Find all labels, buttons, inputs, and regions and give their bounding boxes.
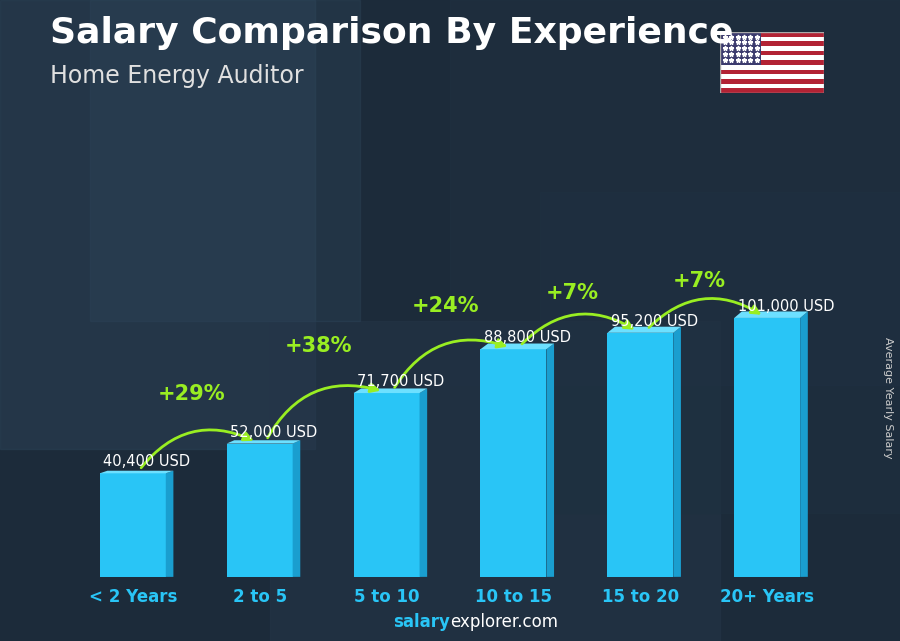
Text: 101,000 USD: 101,000 USD <box>737 299 834 314</box>
Bar <box>720 65 824 69</box>
Text: Average Yearly Salary: Average Yearly Salary <box>883 337 894 458</box>
Bar <box>720 42 824 46</box>
FancyArrowPatch shape <box>141 430 251 468</box>
FancyArrowPatch shape <box>522 314 632 344</box>
Polygon shape <box>354 388 427 393</box>
Polygon shape <box>292 440 301 577</box>
Text: 71,700 USD: 71,700 USD <box>357 374 444 389</box>
Polygon shape <box>419 388 428 577</box>
Text: Home Energy Auditor: Home Energy Auditor <box>50 64 303 88</box>
Bar <box>0 0 315 449</box>
Bar <box>100 473 166 577</box>
Bar <box>720 32 824 37</box>
Polygon shape <box>734 312 808 318</box>
Text: +38%: +38% <box>284 337 352 356</box>
Bar <box>270 320 720 641</box>
Polygon shape <box>100 470 174 473</box>
Polygon shape <box>800 312 808 577</box>
Text: +24%: +24% <box>411 296 479 316</box>
Bar <box>90 0 360 320</box>
Bar <box>720 79 824 83</box>
Bar <box>720 88 824 93</box>
Bar <box>720 60 824 65</box>
Polygon shape <box>608 327 681 333</box>
Bar <box>354 393 419 577</box>
Text: +7%: +7% <box>545 283 598 303</box>
Bar <box>227 444 292 577</box>
Bar <box>720 37 824 42</box>
FancyArrowPatch shape <box>649 299 759 328</box>
Bar <box>720 69 824 74</box>
Text: +7%: +7% <box>672 271 725 291</box>
Text: 52,000 USD: 52,000 USD <box>230 424 317 440</box>
Bar <box>720 32 761 65</box>
Text: 88,800 USD: 88,800 USD <box>484 330 571 345</box>
FancyArrowPatch shape <box>267 384 378 438</box>
Text: Salary Comparison By Experience: Salary Comparison By Experience <box>50 16 733 50</box>
Bar <box>720 83 824 88</box>
Text: +29%: +29% <box>158 383 225 404</box>
Text: explorer.com: explorer.com <box>450 613 558 631</box>
Bar <box>720 46 824 51</box>
Text: 40,400 USD: 40,400 USD <box>104 454 190 469</box>
Polygon shape <box>481 344 554 349</box>
Text: 95,200 USD: 95,200 USD <box>610 314 698 329</box>
Bar <box>608 333 673 577</box>
Polygon shape <box>673 327 681 577</box>
Bar <box>720 51 824 56</box>
Bar <box>540 192 900 513</box>
Bar <box>720 56 824 60</box>
Bar <box>734 318 800 577</box>
Bar <box>450 0 900 385</box>
Bar <box>481 349 546 577</box>
Bar <box>720 74 824 79</box>
Text: salary: salary <box>393 613 450 631</box>
FancyArrowPatch shape <box>394 340 505 387</box>
Polygon shape <box>166 470 174 577</box>
Polygon shape <box>227 440 301 444</box>
Polygon shape <box>546 344 554 577</box>
